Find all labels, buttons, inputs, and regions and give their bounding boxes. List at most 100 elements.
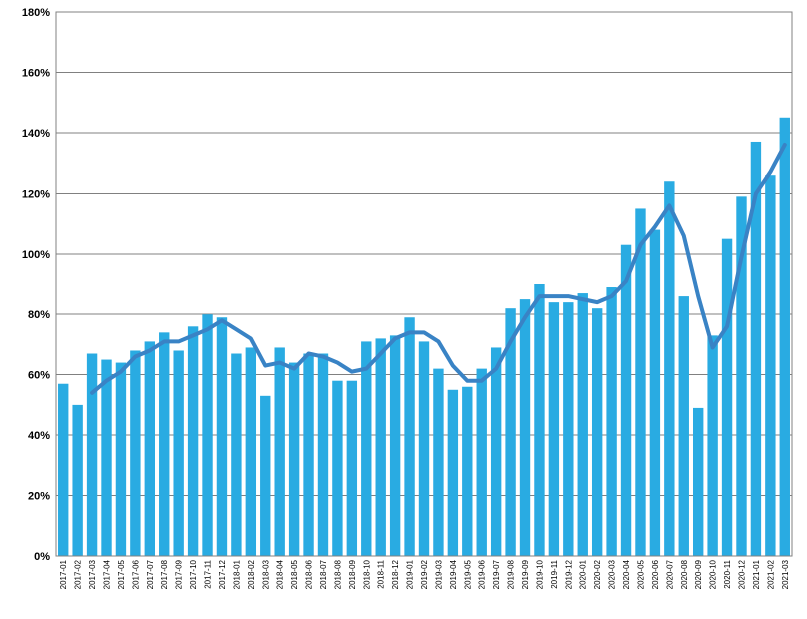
bar [693, 408, 703, 556]
x-axis-label: 2018-11 [377, 559, 386, 588]
chart-svg: 0%20%40%60%80%100%120%140%160%180%2017-0… [0, 0, 807, 614]
x-axis-label: 2017-05 [117, 559, 126, 589]
x-axis-label: 2018-06 [305, 559, 314, 589]
bar [289, 363, 299, 556]
bar [404, 317, 414, 556]
bar [722, 239, 732, 556]
bar [765, 175, 775, 556]
bar [303, 354, 313, 556]
bar [58, 384, 68, 556]
x-axis-label: 2019-10 [535, 559, 544, 589]
x-axis-label: 2020-05 [636, 559, 645, 589]
x-axis-label: 2018-03 [261, 559, 270, 589]
bar [231, 354, 241, 556]
bar [332, 381, 342, 556]
bar [274, 347, 284, 556]
bar [202, 314, 212, 556]
x-axis-label: 2018-08 [333, 559, 342, 589]
bar [621, 245, 631, 556]
bar [188, 326, 198, 556]
bar [145, 341, 155, 556]
x-axis-label: 2020-06 [651, 559, 660, 589]
x-axis-label: 2020-04 [622, 559, 631, 589]
bar [534, 284, 544, 556]
bar [635, 208, 645, 556]
x-axis-label: 2018-01 [232, 559, 241, 589]
bar [419, 341, 429, 556]
bar [707, 335, 717, 556]
x-axis-label: 2020-08 [680, 559, 689, 589]
x-axis-label: 2019-12 [564, 559, 573, 589]
bar [72, 405, 82, 556]
x-axis-label: 2020-12 [737, 559, 746, 589]
bar [549, 302, 559, 556]
svg-text:40%: 40% [28, 430, 50, 442]
bar [376, 338, 386, 556]
x-axis-label: 2020-11 [723, 559, 732, 588]
x-axis-label: 2017-02 [74, 559, 83, 589]
svg-text:120%: 120% [22, 188, 50, 200]
x-axis-label: 2019-06 [478, 559, 487, 589]
x-axis-label: 2017-08 [160, 559, 169, 589]
bar [173, 350, 183, 556]
x-axis-label: 2017-04 [103, 559, 112, 589]
bar [433, 369, 443, 556]
x-axis-label: 2017-07 [146, 559, 155, 589]
bar [260, 396, 270, 556]
x-axis-label: 2017-06 [131, 559, 140, 589]
x-axis-label: 2020-02 [593, 559, 602, 589]
x-axis-label: 2021-01 [752, 559, 761, 589]
x-axis-label: 2017-01 [59, 559, 68, 589]
x-axis-label: 2017-09 [175, 559, 184, 589]
bar [664, 181, 674, 556]
bar [477, 369, 487, 556]
bar [650, 230, 660, 556]
svg-text:20%: 20% [28, 491, 50, 503]
x-axis-label: 2019-01 [406, 559, 415, 589]
x-axis-label: 2017-03 [88, 559, 97, 589]
bar [578, 293, 588, 556]
bar [361, 341, 371, 556]
x-axis-label: 2019-02 [420, 559, 429, 589]
x-axis-label: 2017-10 [189, 559, 198, 589]
x-axis-label: 2019-05 [463, 559, 472, 589]
x-axis-label: 2021-03 [781, 559, 790, 589]
bar [87, 354, 97, 556]
x-axis-label: 2020-10 [709, 559, 718, 589]
x-axis-label: 2020-03 [608, 559, 617, 589]
bar [491, 347, 501, 556]
svg-text:60%: 60% [28, 370, 50, 382]
x-axis-label: 2018-07 [319, 559, 328, 589]
x-axis-label: 2018-12 [391, 559, 400, 589]
bar [116, 363, 126, 556]
bar [318, 354, 328, 556]
bar [246, 347, 256, 556]
bar [347, 381, 357, 556]
bar [101, 360, 111, 556]
x-axis-label: 2019-11 [550, 559, 559, 588]
svg-text:0%: 0% [34, 551, 50, 563]
bar [780, 118, 790, 556]
bar [520, 299, 530, 556]
bar [217, 317, 227, 556]
x-axis-label: 2018-04 [276, 559, 285, 589]
x-axis-label: 2018-10 [362, 559, 371, 589]
x-axis-label: 2019-03 [434, 559, 443, 589]
x-axis-label: 2019-08 [507, 559, 516, 589]
bar [462, 387, 472, 556]
bar [130, 350, 140, 556]
x-axis-label: 2021-02 [766, 559, 775, 589]
x-axis-label: 2018-02 [247, 559, 256, 589]
bar [448, 390, 458, 556]
bar [592, 308, 602, 556]
chart-container: 0%20%40%60%80%100%120%140%160%180%2017-0… [0, 0, 807, 614]
x-axis-label: 2018-09 [348, 559, 357, 589]
x-axis-label: 2017-12 [218, 559, 227, 589]
svg-text:140%: 140% [22, 128, 50, 140]
x-axis-label: 2020-01 [579, 559, 588, 589]
x-axis-label: 2019-07 [492, 559, 501, 589]
x-axis-label: 2019-04 [449, 559, 458, 589]
x-axis-label: 2017-11 [204, 559, 213, 588]
bar [159, 332, 169, 556]
bar [563, 302, 573, 556]
